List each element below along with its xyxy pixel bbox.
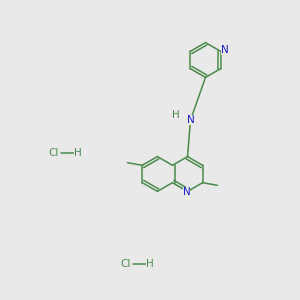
Text: H: H (172, 110, 180, 120)
Text: N: N (187, 115, 194, 125)
Text: H: H (146, 259, 154, 269)
Text: H: H (74, 148, 82, 158)
Text: Cl: Cl (49, 148, 59, 158)
Text: N: N (183, 187, 190, 197)
Text: Cl: Cl (121, 259, 131, 269)
Text: N: N (220, 45, 228, 56)
